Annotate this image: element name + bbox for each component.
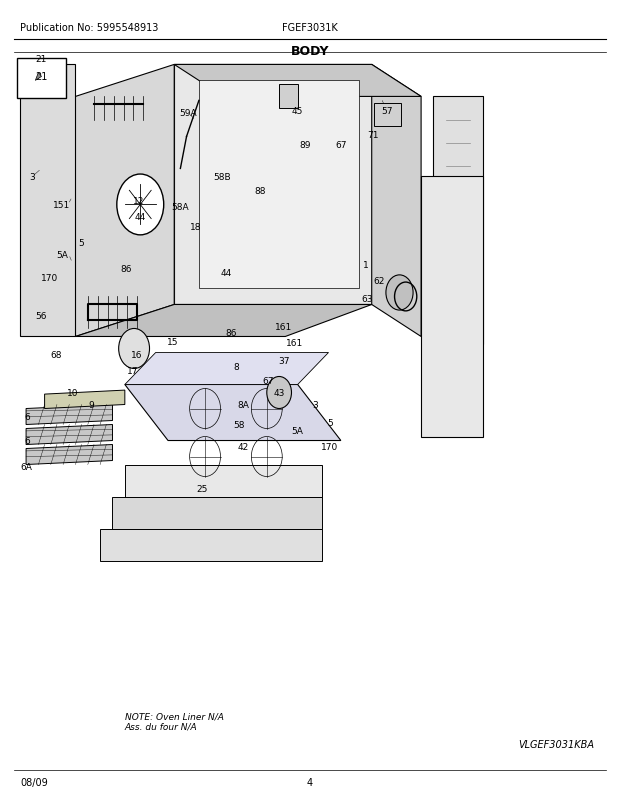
Text: VLGEF3031KBA: VLGEF3031KBA: [518, 739, 594, 748]
Text: 58: 58: [233, 420, 245, 430]
Text: 86: 86: [225, 329, 237, 338]
Text: 45: 45: [292, 107, 303, 116]
Text: 57: 57: [381, 107, 393, 116]
Text: 37: 37: [278, 357, 290, 366]
Text: 161: 161: [286, 339, 303, 348]
Polygon shape: [372, 65, 421, 337]
Text: 4: 4: [307, 776, 313, 787]
Text: 86: 86: [120, 265, 132, 273]
Text: 6: 6: [24, 436, 30, 445]
Text: 12: 12: [133, 196, 144, 205]
Polygon shape: [174, 65, 421, 97]
Text: 88: 88: [255, 187, 267, 196]
Text: NOTE: Oven Liner N/A: NOTE: Oven Liner N/A: [125, 711, 224, 721]
Text: FGEF3031K: FGEF3031K: [282, 23, 338, 34]
Text: 25: 25: [197, 484, 208, 493]
Text: 68: 68: [50, 350, 61, 359]
Text: Ass. du four N/A: Ass. du four N/A: [125, 721, 197, 731]
Text: 08/09: 08/09: [20, 776, 48, 787]
Polygon shape: [45, 391, 125, 409]
Text: 170: 170: [41, 273, 58, 282]
Text: 44: 44: [135, 213, 146, 221]
Text: 3: 3: [29, 172, 35, 182]
Text: 62: 62: [373, 277, 385, 286]
Text: 5: 5: [79, 239, 84, 248]
Text: 89: 89: [299, 141, 311, 150]
Polygon shape: [20, 65, 76, 337]
Polygon shape: [76, 65, 174, 337]
Text: 5A: 5A: [292, 427, 304, 435]
Polygon shape: [26, 425, 112, 445]
Text: 1: 1: [363, 261, 368, 269]
Polygon shape: [279, 85, 298, 109]
Text: 5A: 5A: [56, 250, 68, 259]
Text: 151: 151: [53, 200, 71, 209]
FancyBboxPatch shape: [17, 59, 66, 99]
Text: 21: 21: [36, 55, 47, 63]
Circle shape: [267, 377, 291, 409]
Polygon shape: [35, 73, 42, 81]
Polygon shape: [26, 445, 112, 465]
Polygon shape: [125, 385, 341, 441]
Text: Publication No: 5995548913: Publication No: 5995548913: [20, 23, 158, 34]
Polygon shape: [199, 81, 360, 289]
Text: 9: 9: [88, 400, 94, 410]
Polygon shape: [100, 529, 322, 561]
Text: 71: 71: [367, 132, 379, 140]
Text: 170: 170: [321, 443, 339, 452]
Text: 6: 6: [24, 412, 30, 422]
Text: 17: 17: [126, 367, 138, 376]
Text: 18: 18: [190, 222, 202, 231]
Text: 44: 44: [221, 269, 232, 277]
Text: 59A: 59A: [179, 109, 197, 118]
Text: 15: 15: [167, 338, 179, 346]
Text: 67: 67: [262, 376, 274, 386]
Circle shape: [118, 329, 149, 369]
Text: BODY: BODY: [291, 46, 329, 59]
Text: 58B: 58B: [213, 172, 231, 182]
Circle shape: [117, 175, 164, 236]
Text: 8A: 8A: [237, 400, 249, 410]
Text: 43: 43: [273, 388, 285, 398]
Text: 3: 3: [312, 400, 318, 410]
Text: 161: 161: [275, 323, 293, 332]
Polygon shape: [421, 177, 483, 437]
Polygon shape: [26, 405, 112, 425]
Text: 10: 10: [66, 388, 78, 398]
Text: 58A: 58A: [172, 203, 189, 212]
Text: 16: 16: [131, 350, 143, 359]
Circle shape: [386, 276, 413, 310]
Polygon shape: [433, 97, 483, 345]
Text: 67: 67: [335, 141, 347, 150]
Text: 63: 63: [361, 295, 373, 304]
Polygon shape: [112, 497, 322, 529]
Text: 5: 5: [327, 419, 332, 428]
Text: 56: 56: [36, 312, 47, 321]
Polygon shape: [125, 353, 329, 385]
FancyBboxPatch shape: [374, 103, 401, 127]
Text: 21: 21: [35, 72, 48, 83]
Text: 6A: 6A: [20, 462, 32, 471]
Text: 8: 8: [233, 363, 239, 372]
Polygon shape: [174, 65, 372, 305]
Polygon shape: [76, 305, 372, 337]
Polygon shape: [125, 465, 322, 497]
Text: 42: 42: [237, 443, 249, 452]
